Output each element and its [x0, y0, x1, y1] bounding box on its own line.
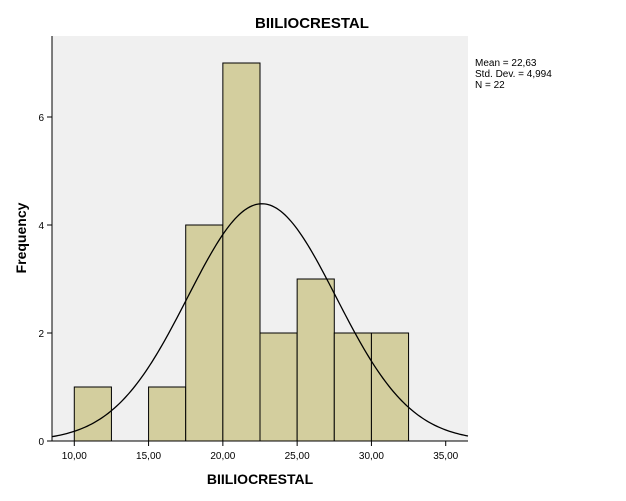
x-tick-label: 35,00: [433, 451, 458, 462]
histogram-bar-1: [73, 386, 112, 442]
bars-group: [73, 62, 410, 442]
stats-legend: Mean = 22,63 Std. Dev. = 4,994 N = 22: [475, 58, 552, 91]
y-axis-title: Frequency: [13, 202, 29, 273]
y-tick-label: 0: [38, 437, 44, 448]
x-tick-label: 15,00: [136, 451, 161, 462]
x-tick-label: 20,00: [210, 451, 235, 462]
x-axis-ticks: 10,00 15,00 20,00 25,00 30,00 35,00: [62, 441, 459, 462]
legend-n: N = 22: [475, 80, 505, 91]
y-axis-ticks: 0 2 4 6: [38, 113, 52, 448]
x-axis-title: BIILIOCRESTAL: [207, 471, 314, 487]
chart-title: BIILIOCRESTAL: [255, 15, 369, 32]
y-tick-label: 4: [38, 221, 44, 232]
histogram-bar-5: [259, 332, 298, 442]
normal-curve: [51, 203, 469, 438]
histogram-bar-7: [333, 332, 372, 442]
histogram-bar-3: [185, 224, 224, 442]
legend-std-dev: Std. Dev. = 4,994: [475, 69, 552, 80]
y-tick-label: 6: [38, 113, 44, 124]
y-tick-label: 2: [38, 329, 44, 340]
x-tick-label: 10,00: [62, 451, 87, 462]
legend-mean: Mean = 22,63: [475, 58, 537, 69]
histogram-bar-2: [148, 386, 187, 442]
histogram-bar-4: [222, 62, 261, 442]
histogram-bar-6: [296, 278, 335, 442]
x-tick-label: 30,00: [359, 451, 384, 462]
x-tick-label: 25,00: [285, 451, 310, 462]
